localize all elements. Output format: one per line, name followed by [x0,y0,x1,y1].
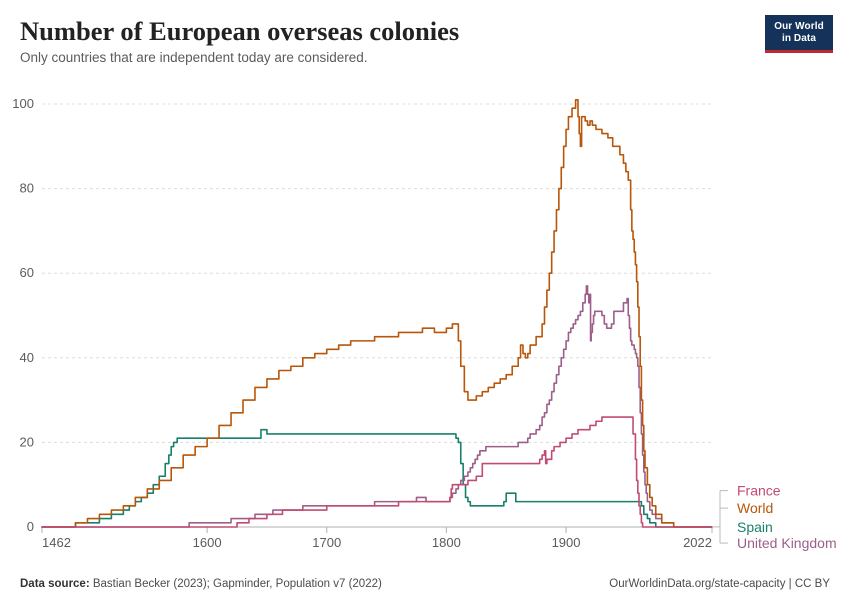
svg-text:World: World [737,500,773,516]
svg-text:United Kingdom: United Kingdom [737,535,837,551]
svg-text:80: 80 [20,181,34,196]
svg-text:100: 100 [12,96,34,111]
svg-text:1700: 1700 [312,535,341,550]
svg-text:1800: 1800 [432,535,461,550]
svg-text:1462: 1462 [42,535,71,550]
svg-text:40: 40 [20,350,34,365]
svg-text:1900: 1900 [552,535,581,550]
svg-text:Spain: Spain [737,519,773,535]
svg-text:2022: 2022 [683,535,712,550]
svg-text:60: 60 [20,265,34,280]
svg-text:20: 20 [20,434,34,449]
svg-text:1600: 1600 [193,535,222,550]
svg-text:France: France [737,483,781,499]
svg-text:0: 0 [27,519,34,534]
